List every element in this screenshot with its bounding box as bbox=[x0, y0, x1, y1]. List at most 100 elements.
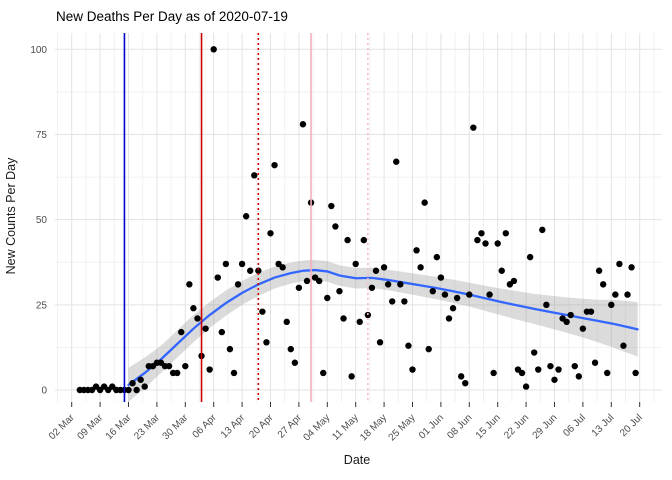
scatter-point bbox=[425, 345, 432, 353]
scatter-point bbox=[315, 277, 323, 285]
x-tick-label: 11 May bbox=[330, 412, 360, 442]
scatter-point bbox=[283, 318, 290, 326]
scatter-point bbox=[299, 121, 307, 128]
scatter-point bbox=[259, 308, 266, 315]
confidence-ribbon bbox=[128, 259, 638, 402]
scatter-point bbox=[336, 287, 343, 295]
x-tick-label: 08 Jun bbox=[445, 412, 474, 441]
scatter-point bbox=[421, 199, 428, 206]
x-tick-label: 20 Apr bbox=[247, 412, 276, 441]
y-axis-label: New Counts Per Day bbox=[4, 157, 18, 274]
scatter-point bbox=[194, 315, 201, 322]
scatter-point bbox=[551, 376, 558, 383]
scatter-point bbox=[218, 328, 226, 336]
scatter-point bbox=[466, 291, 473, 298]
y-tick-label: 100 bbox=[30, 45, 47, 56]
scatter-point bbox=[539, 226, 546, 234]
series-layer bbox=[76, 33, 639, 402]
scatter-point bbox=[332, 223, 339, 230]
scatter-point bbox=[409, 366, 416, 373]
scatter-point bbox=[352, 260, 359, 268]
scatter-point bbox=[518, 369, 526, 377]
scatter-point bbox=[141, 383, 148, 390]
scatter-point bbox=[462, 379, 469, 387]
scatter-point bbox=[498, 267, 505, 274]
scatter-point bbox=[364, 311, 372, 319]
scatter-point bbox=[567, 311, 574, 319]
x-axis-label: Date bbox=[344, 453, 370, 467]
scatter-point bbox=[563, 318, 570, 326]
scatter-point bbox=[526, 253, 534, 261]
chart-title: New Deaths Per Day as of 2020-07-19 bbox=[56, 9, 288, 24]
scatter-point bbox=[571, 362, 578, 370]
scatter-point bbox=[267, 230, 274, 237]
scatter-point bbox=[555, 366, 562, 373]
scatter-point bbox=[389, 298, 396, 305]
x-tick-label: 23 Mar bbox=[132, 412, 162, 442]
scatter-point bbox=[595, 267, 603, 274]
scatter-point bbox=[591, 359, 599, 366]
scatter-point bbox=[457, 373, 465, 380]
scatter-point bbox=[543, 301, 550, 309]
scatter-point bbox=[579, 325, 587, 332]
scatter-point bbox=[441, 291, 449, 298]
x-tick-label: 16 Mar bbox=[104, 412, 134, 442]
scatter-point bbox=[129, 379, 136, 387]
scatter-point bbox=[624, 291, 631, 298]
x-tick-label: 22 Jun bbox=[502, 412, 531, 441]
scatter-point bbox=[291, 359, 299, 366]
scatter-point bbox=[599, 281, 607, 288]
scatter-point bbox=[632, 369, 639, 377]
scatter-point bbox=[405, 342, 412, 349]
scatter-point bbox=[133, 386, 140, 394]
scatter-point bbox=[486, 291, 493, 298]
x-tick-label: 20 Jul bbox=[618, 412, 645, 439]
scatter-point bbox=[530, 349, 538, 356]
scatter-point bbox=[547, 362, 554, 370]
scatter-point bbox=[340, 315, 347, 322]
scatter-point bbox=[380, 264, 388, 271]
x-tick-label: 30 Mar bbox=[161, 412, 191, 442]
scatter-point bbox=[320, 369, 327, 377]
scatter-point bbox=[401, 298, 408, 305]
y-tick-label: 0 bbox=[41, 386, 47, 397]
x-tick-label: 02 Mar bbox=[47, 412, 77, 442]
scatter-point bbox=[376, 339, 384, 346]
scatter-point bbox=[575, 373, 583, 380]
scatter-point bbox=[348, 373, 355, 380]
y-tick-label: 25 bbox=[36, 300, 48, 311]
scatter-point bbox=[490, 369, 497, 377]
scatter-point bbox=[242, 213, 250, 220]
scatter-point bbox=[238, 260, 246, 268]
y-tick-label: 50 bbox=[36, 215, 48, 226]
scatter-point bbox=[222, 260, 230, 268]
scatter-point bbox=[202, 325, 209, 332]
scatter-point bbox=[287, 345, 294, 353]
scatter-point bbox=[417, 264, 424, 271]
scatter-point bbox=[263, 339, 270, 346]
y-tick-label: 75 bbox=[36, 130, 48, 141]
x-tick-label: 06 Apr bbox=[191, 412, 220, 441]
scatter-point bbox=[445, 315, 453, 322]
scatter-point bbox=[470, 124, 477, 131]
scatter-point bbox=[612, 291, 619, 298]
scatter-point bbox=[226, 345, 234, 353]
scatter-point bbox=[186, 281, 193, 288]
gridlines-layer bbox=[55, 33, 662, 402]
x-tick-label: 25 May bbox=[387, 412, 418, 443]
x-tick-label: 27 Apr bbox=[276, 412, 305, 441]
scatter-point bbox=[344, 236, 351, 244]
scatter-point bbox=[271, 161, 278, 169]
smooth-trend-line bbox=[127, 268, 639, 387]
scatter-point bbox=[433, 253, 441, 261]
scatter-point bbox=[620, 342, 627, 349]
scatter-point bbox=[522, 383, 530, 390]
scatter-point bbox=[628, 264, 635, 271]
scatter-point bbox=[616, 260, 623, 268]
scatter-point bbox=[502, 230, 509, 237]
scatter-point bbox=[178, 328, 185, 336]
scatter-point bbox=[429, 287, 436, 295]
scatter-point bbox=[437, 274, 445, 281]
